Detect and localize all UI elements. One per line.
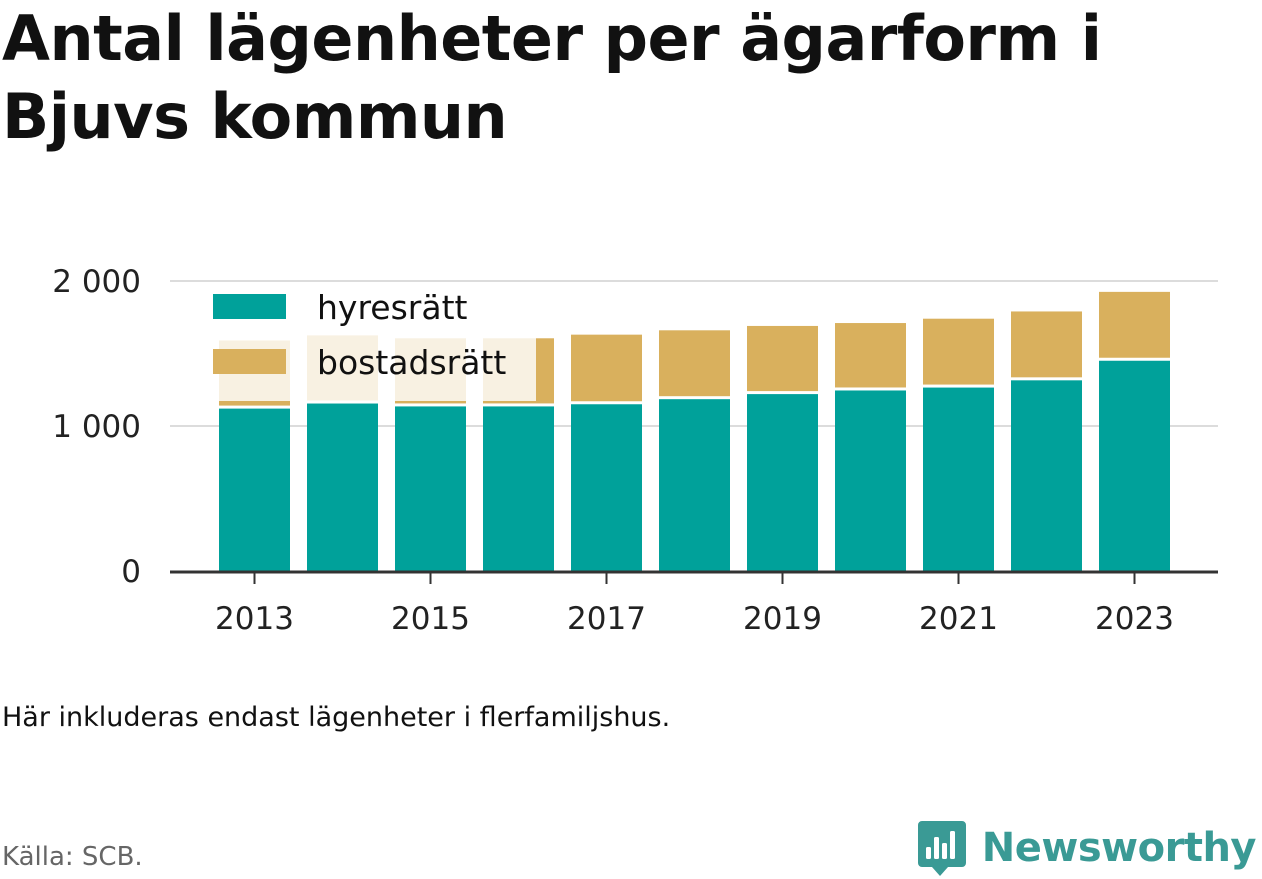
legend-label-hyresratt: hyresrätt	[317, 288, 468, 327]
stacked-bar-chart: 0 1 000 2 000 2013 2015 2017 2019 2021 2023 hyr…	[52, 264, 1218, 637]
bar-bostadsratt-2017	[571, 334, 642, 402]
bar-hyresratt-2016	[483, 406, 554, 571]
bar-hyresratt-2023	[1099, 360, 1170, 571]
bar-bostadsratt-2019	[747, 325, 818, 392]
source-credit: Källa: SCB.	[2, 842, 143, 872]
bar-hyresratt-2022	[1011, 380, 1082, 571]
bar-hyresratt-2013	[219, 408, 290, 571]
brand-name: Newsworthy	[981, 825, 1257, 871]
y-tick-label-0: 0	[121, 554, 141, 590]
newsworthy-logo[interactable]: Newsworthy	[917, 818, 1257, 878]
bar-bostadsratt-2020	[835, 323, 906, 388]
bar-bostadsratt-2022	[1011, 311, 1082, 378]
legend-swatch-hyresratt	[213, 294, 286, 319]
bar-bostadsratt-2023	[1099, 291, 1170, 358]
footnote: Här inkluderas endast lägenheter i flerf…	[2, 702, 671, 733]
axes	[170, 570, 1218, 584]
bar-hyresratt-2014	[307, 403, 378, 571]
chart-title: Antal lägenheter per ägarform i Bjuvs ko…	[2, 2, 1102, 153]
legend: hyresrätt bostadsrätt	[213, 288, 506, 382]
bar-bostadsratt-2018	[659, 330, 730, 397]
y-tick-label-2000: 2 000	[52, 264, 141, 300]
x-tick-label-2021: 2021	[919, 601, 998, 637]
legend-label-bostadsratt: bostadsrätt	[317, 343, 506, 382]
newsworthy-logo-icon	[917, 821, 966, 876]
x-tick-label-2015: 2015	[391, 601, 470, 637]
x-tick-label-2023: 2023	[1095, 601, 1174, 637]
x-tick-labels: 2013 2015 2017 2019 2021 2023	[215, 601, 1174, 637]
bar-hyresratt-2020	[835, 390, 906, 571]
x-tick-label-2019: 2019	[743, 601, 822, 637]
bar-hyresratt-2021	[923, 387, 994, 571]
bar-hyresratt-2019	[747, 394, 818, 571]
x-tick-label-2017: 2017	[567, 601, 646, 637]
legend-swatch-bostadsratt	[213, 349, 286, 374]
y-tick-label-1000: 1 000	[52, 409, 141, 445]
bar-hyresratt-2015	[395, 406, 466, 571]
bar-hyresratt-2018	[659, 399, 730, 571]
y-tick-labels: 0 1 000 2 000	[52, 264, 141, 590]
bar-bostadsratt-2021	[923, 318, 994, 385]
bar-hyresratt-2017	[571, 404, 642, 571]
x-tick-label-2013: 2013	[215, 601, 294, 637]
